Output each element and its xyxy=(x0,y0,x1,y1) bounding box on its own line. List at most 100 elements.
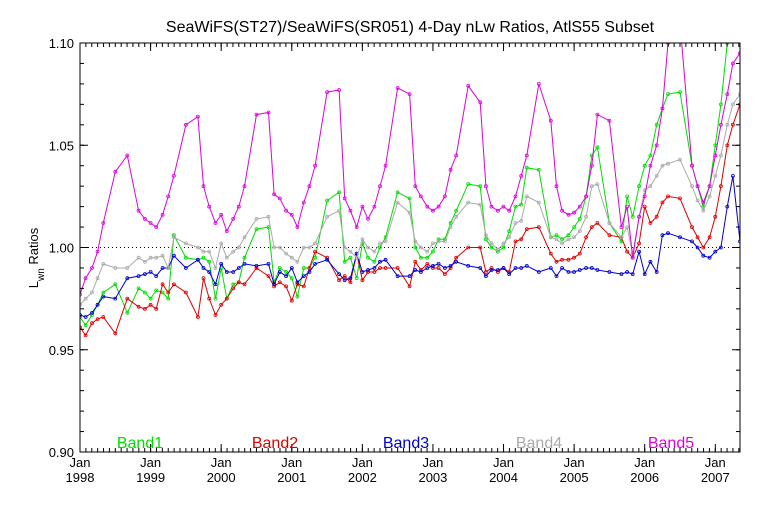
data-point-band2 xyxy=(337,278,342,283)
legend-label-band2: Band2 xyxy=(252,435,298,452)
y-tick-label: 1.05 xyxy=(49,138,74,153)
data-point-band2 xyxy=(136,304,141,309)
data-point-band2 xyxy=(395,266,400,270)
data-point-band3 xyxy=(366,268,370,272)
data-point-band4 xyxy=(654,173,659,178)
data-point-band4 xyxy=(166,266,171,270)
data-point-band3 xyxy=(207,270,212,274)
data-point-band1 xyxy=(448,221,453,225)
data-point-band2 xyxy=(719,184,723,189)
data-point-band4 xyxy=(690,184,694,189)
data-point-band1 xyxy=(313,255,318,260)
x-tick-year: 2001 xyxy=(277,470,306,485)
data-point-band3 xyxy=(80,313,82,317)
data-point-band4 xyxy=(142,259,147,264)
data-point-band4 xyxy=(418,245,423,250)
data-point-band5 xyxy=(501,204,506,209)
data-point-band5 xyxy=(738,51,740,56)
data-point-band3 xyxy=(395,274,400,279)
data-point-band2 xyxy=(430,266,435,270)
data-point-band4 xyxy=(589,184,594,189)
data-point-band1 xyxy=(325,198,330,203)
data-point-band1 xyxy=(524,165,529,170)
data-point-band3 xyxy=(548,266,553,270)
data-point-band3 xyxy=(707,255,712,260)
data-point-band3 xyxy=(425,266,430,270)
data-point-band2 xyxy=(548,251,553,256)
data-point-band2 xyxy=(284,284,289,289)
data-point-band4 xyxy=(478,202,483,207)
data-point-band2 xyxy=(325,255,330,260)
data-point-band5 xyxy=(125,153,130,158)
data-point-band5 xyxy=(201,184,206,189)
data-point-band4 xyxy=(395,200,400,205)
data-point-band3 xyxy=(236,266,241,270)
data-point-band2 xyxy=(254,266,259,270)
data-point-band5 xyxy=(154,225,159,230)
data-point-band1 xyxy=(566,233,571,238)
data-point-band2 xyxy=(101,315,106,319)
data-point-band4 xyxy=(619,235,624,240)
data-point-band3 xyxy=(284,274,289,279)
data-point-band3 xyxy=(413,268,418,272)
data-point-band1 xyxy=(171,233,176,238)
data-point-band3 xyxy=(489,268,494,272)
data-point-band2 xyxy=(483,270,488,274)
data-point-band5 xyxy=(554,184,559,189)
data-point-band1 xyxy=(430,249,435,254)
data-point-band4 xyxy=(148,255,153,260)
data-point-band4 xyxy=(695,198,700,203)
data-point-band2 xyxy=(207,296,212,301)
x-tick-year: 1998 xyxy=(66,470,95,485)
data-point-band2 xyxy=(625,249,629,254)
data-point-band4 xyxy=(719,153,723,158)
data-point-band4 xyxy=(466,200,471,205)
data-point-band3 xyxy=(171,253,176,258)
y-tick-label: 0.95 xyxy=(49,343,74,358)
data-point-band4 xyxy=(413,239,418,244)
data-point-band3 xyxy=(90,310,94,315)
data-point-band5 xyxy=(236,204,241,209)
data-point-band4 xyxy=(295,259,300,264)
data-point-band1 xyxy=(213,296,218,301)
data-point-band2 xyxy=(442,272,447,277)
data-point-band4 xyxy=(90,290,94,295)
data-point-band1 xyxy=(183,255,188,260)
data-point-band1 xyxy=(242,255,247,260)
data-point-band1 xyxy=(301,266,306,270)
data-point-band3 xyxy=(560,266,564,270)
data-point-band2 xyxy=(654,214,659,219)
data-point-band5 xyxy=(148,221,153,225)
data-point-band5 xyxy=(495,208,500,213)
data-point-band5 xyxy=(654,143,659,148)
data-point-band5 xyxy=(166,194,171,199)
data-point-band1 xyxy=(466,182,471,187)
data-point-band2 xyxy=(195,315,200,319)
data-point-band4 xyxy=(284,251,289,256)
data-point-band1 xyxy=(654,122,659,127)
data-point-band5 xyxy=(577,204,582,209)
data-point-band5 xyxy=(454,153,459,158)
data-point-band1 xyxy=(519,202,524,207)
data-point-band3 xyxy=(448,263,453,268)
data-point-band5 xyxy=(430,208,435,213)
data-point-band5 xyxy=(224,229,229,234)
data-point-band1 xyxy=(136,286,141,291)
data-point-band1 xyxy=(284,270,289,274)
data-point-band4 xyxy=(231,249,236,254)
data-point-band5 xyxy=(584,194,588,199)
data-point-band3 xyxy=(383,257,388,262)
data-point-band2 xyxy=(448,266,453,270)
data-point-band5 xyxy=(713,153,718,158)
data-point-band5 xyxy=(560,208,564,213)
data-point-band4 xyxy=(524,194,529,199)
data-point-band1 xyxy=(560,237,564,242)
data-point-band3 xyxy=(224,270,229,274)
data-point-band3 xyxy=(201,266,206,270)
data-point-band3 xyxy=(701,253,706,258)
series-line-band1 xyxy=(80,43,728,327)
data-point-band5 xyxy=(483,184,488,189)
data-point-band5 xyxy=(418,194,423,199)
data-point-band4 xyxy=(354,255,359,260)
data-point-band3 xyxy=(589,266,594,270)
